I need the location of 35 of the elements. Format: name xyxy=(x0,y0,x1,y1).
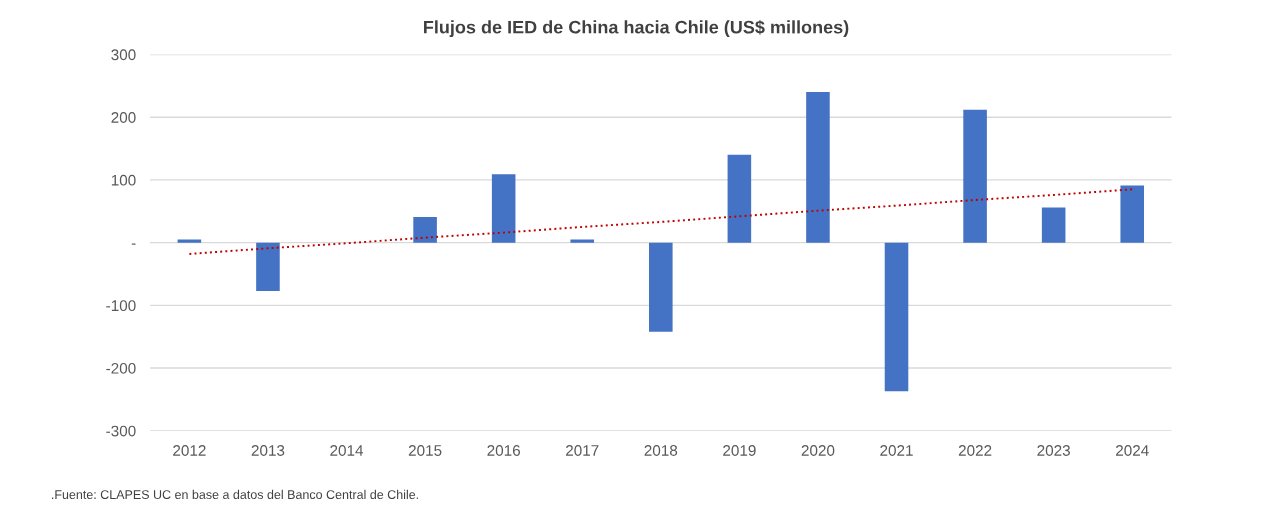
bar xyxy=(570,239,595,243)
bar xyxy=(1041,207,1066,243)
y-tick-label: - xyxy=(131,243,136,245)
bar xyxy=(963,109,987,243)
bar xyxy=(413,216,437,243)
line-series xyxy=(188,188,1134,255)
bar xyxy=(727,154,752,243)
y-tick-label: 200 xyxy=(111,112,136,123)
x-tick-label: 2022 xyxy=(958,445,992,456)
bar xyxy=(884,242,909,392)
x-tick-label: 2023 xyxy=(1037,445,1070,456)
x-tick-label: 2021 xyxy=(880,445,913,456)
bar xyxy=(491,174,516,243)
text: .Fuente: CLAPES UC en base a datos del Banco Central de Chile. xyxy=(52,489,419,499)
chart-title: Flujos de IED de China hacia Chile (US$ millones) xyxy=(424,19,849,38)
bar xyxy=(177,239,202,243)
y-tick-label: -200 xyxy=(106,362,136,374)
y-tick-label: 100 xyxy=(111,174,136,186)
y-tick-label: -300 xyxy=(106,425,136,437)
x-tick-label: 2024 xyxy=(1116,445,1149,456)
x-tick-label: 2018 xyxy=(644,445,678,456)
y-tick-label: 300 xyxy=(111,49,136,61)
x-tick-label: 2015 xyxy=(408,445,442,456)
y-tick-label: -100 xyxy=(106,300,136,312)
x-tick-label: 2020 xyxy=(801,445,835,456)
x-tick-label: 2013 xyxy=(251,445,285,456)
x-tick-label: 2014 xyxy=(330,445,364,456)
bar xyxy=(256,242,280,291)
x-tick-label: 2017 xyxy=(566,445,599,456)
x-tick-label: 2016 xyxy=(487,445,520,456)
bar xyxy=(649,242,673,332)
bar xyxy=(806,92,830,243)
x-tick-label: 2012 xyxy=(173,445,206,456)
bar xyxy=(1120,185,1145,243)
x-tick-label: 2019 xyxy=(723,445,756,456)
